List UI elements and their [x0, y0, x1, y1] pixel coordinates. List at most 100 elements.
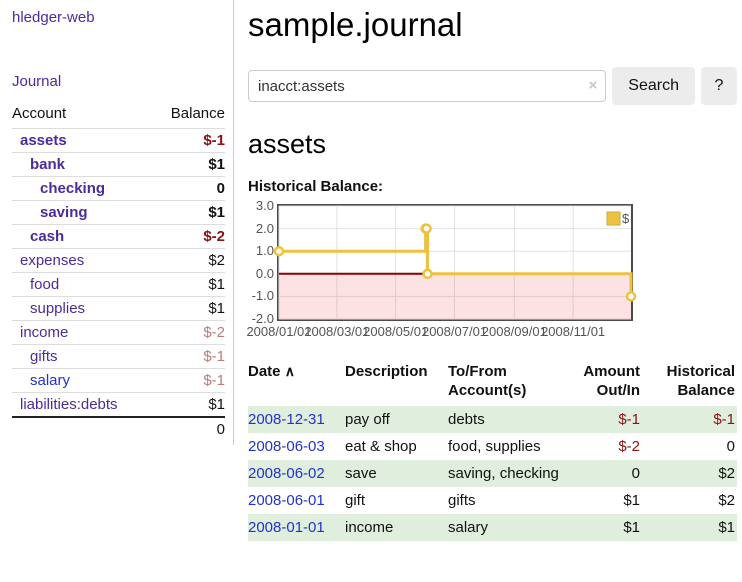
column-header-balance: Historical Balance: [666, 363, 735, 399]
search-button[interactable]: Search: [612, 67, 695, 105]
transaction-amount: $1: [623, 492, 640, 509]
account-row: checking 0: [12, 176, 225, 201]
account-title: assets: [248, 129, 327, 159]
transaction-date-link[interactable]: 2008-12-31: [248, 411, 325, 428]
accounts-total-row: 0: [12, 416, 225, 441]
transaction-balance: $1: [718, 519, 735, 536]
accounts-header-balance: Balance: [170, 105, 225, 122]
account-link-food[interactable]: food: [30, 276, 60, 293]
account-row: assets $-1: [12, 128, 225, 153]
balance-chart: $ 3.0 2.0 1.0 0.0 -1.0 -2.0 2008/01/01 2008/03/…: [246, 198, 737, 339]
clear-search-icon[interactable]: ×: [588, 77, 598, 94]
y-axis-tick-label: 1.0: [255, 243, 274, 259]
app-brand-link[interactable]: hledger-web: [12, 9, 95, 26]
transaction-amount: $-2: [618, 438, 640, 455]
register-header-row: Date ∧ Description To/From Account(s) Am…: [248, 360, 737, 406]
search-form: × Search ?: [248, 67, 737, 105]
account-link-supplies[interactable]: supplies: [30, 300, 86, 317]
account-row: income $-2: [12, 320, 225, 345]
account-balance: $1: [152, 200, 225, 225]
account-row: liabilities:debts $1: [12, 392, 225, 417]
account-row: saving $1: [12, 200, 225, 225]
account-balance: $1: [152, 152, 225, 177]
column-header-accounts: To/From Account(s): [448, 363, 527, 399]
sidebar: hledger-web Journal Account Balance asse…: [12, 0, 225, 441]
account-link-income[interactable]: income: [20, 324, 69, 341]
transaction-accounts: debts: [448, 411, 485, 428]
accounts-table: Account Balance assets $-1 bank $1 checking 0…: [12, 103, 225, 441]
account-row: bank $1: [12, 152, 225, 177]
transaction-date-link[interactable]: 2008-01-01: [248, 519, 325, 536]
chart-svg: $: [273, 205, 637, 320]
transaction-description: gift: [345, 492, 366, 509]
sidebar-divider: [233, 0, 234, 445]
account-link-assets[interactable]: assets: [20, 132, 67, 149]
transaction-row[interactable]: 2008-01-01 income salary $1 $1: [248, 514, 737, 541]
account-balance: $-2: [152, 224, 225, 249]
account-balance: $-1: [152, 128, 225, 153]
accounts-header-account: Account: [12, 105, 67, 122]
column-header-description: Description: [345, 363, 428, 380]
y-axis-tick-label: -1.0: [251, 288, 274, 304]
account-link-liabilities-debts[interactable]: liabilities:debts: [20, 396, 118, 413]
account-row: supplies $1: [12, 296, 225, 321]
search-input[interactable]: [248, 70, 607, 102]
account-link-saving[interactable]: saving: [40, 204, 88, 221]
transaction-amount: $1: [623, 519, 640, 536]
transaction-row[interactable]: 2008-06-02 save saving, checking 0 $2: [248, 460, 737, 487]
chart-legend: $: [606, 211, 630, 226]
x-axis-tick-label: 2008/07/01: [421, 324, 488, 339]
negative-region: [279, 273, 631, 319]
x-axis-tick-label: 2008/11/01: [541, 324, 606, 339]
transaction-date-link[interactable]: 2008-06-02: [248, 465, 325, 482]
transaction-accounts: saving, checking: [448, 465, 559, 482]
y-axis-tick-label: 2.0: [255, 220, 274, 236]
search-input-wrap: ×: [248, 70, 607, 102]
account-link-checking[interactable]: checking: [40, 180, 106, 197]
account-balance: $-1: [152, 368, 225, 393]
account-balance: $-2: [152, 320, 225, 345]
transaction-accounts: gifts: [448, 492, 476, 509]
account-link-expenses[interactable]: expenses: [20, 252, 85, 269]
transaction-balance: 0: [726, 438, 735, 455]
transaction-description: pay off: [345, 411, 390, 428]
account-balance: $-1: [152, 344, 225, 369]
page-title: sample.journal: [248, 6, 463, 43]
sort-asc-icon: ∧: [284, 363, 295, 379]
main-content: sample.journal × Search ? assets Histori…: [246, 0, 737, 541]
account-link-bank[interactable]: bank: [30, 156, 66, 173]
account-row: cash $-2: [12, 224, 225, 249]
transaction-row[interactable]: 2008-06-01 gift gifts $1 $2: [248, 487, 737, 514]
help-button[interactable]: ?: [701, 67, 737, 105]
account-link-cash[interactable]: cash: [30, 228, 65, 245]
chart-plot-area: $: [273, 204, 637, 321]
column-header-amount: Amount Out/In: [583, 363, 640, 399]
balance-series-markers: [273, 223, 637, 302]
y-axis-tick-label: 0.0: [255, 265, 274, 281]
chart-label: Historical Balance:: [248, 178, 384, 195]
account-balance: $2: [152, 248, 225, 273]
account-balance: $1: [152, 392, 225, 417]
transaction-date-link[interactable]: 2008-06-03: [248, 438, 325, 455]
transaction-row[interactable]: 2008-12-31 pay off debts $-1 $-1: [248, 406, 737, 433]
transaction-balance: $2: [718, 465, 735, 482]
transaction-row[interactable]: 2008-06-03 eat & shop food, supplies $-2 0: [248, 433, 737, 460]
x-axis-tick-label: 2008/03/01: [304, 324, 370, 339]
account-row: salary $-1: [12, 368, 225, 393]
transaction-accounts: salary: [448, 519, 489, 536]
account-balance: 0: [152, 176, 225, 201]
x-axis-tick-label: 2008/01/01: [246, 324, 312, 339]
transaction-date-link[interactable]: 2008-06-01: [248, 492, 325, 509]
transaction-description: income: [345, 519, 394, 536]
svg-text:$: $: [622, 211, 630, 226]
transaction-amount: 0: [631, 465, 640, 482]
y-axis-tick-label: 3.0: [255, 198, 274, 213]
y-axis-tick-label: -2.0: [251, 311, 274, 326]
account-balance: $1: [152, 272, 225, 297]
transaction-balance: $-1: [713, 411, 735, 428]
column-header-date[interactable]: Date ∧: [248, 363, 295, 380]
transaction-balance: $2: [718, 492, 735, 509]
sidebar-item-journal[interactable]: Journal: [12, 73, 62, 90]
account-link-gifts[interactable]: gifts: [30, 348, 58, 365]
account-link-salary[interactable]: salary: [30, 372, 71, 389]
